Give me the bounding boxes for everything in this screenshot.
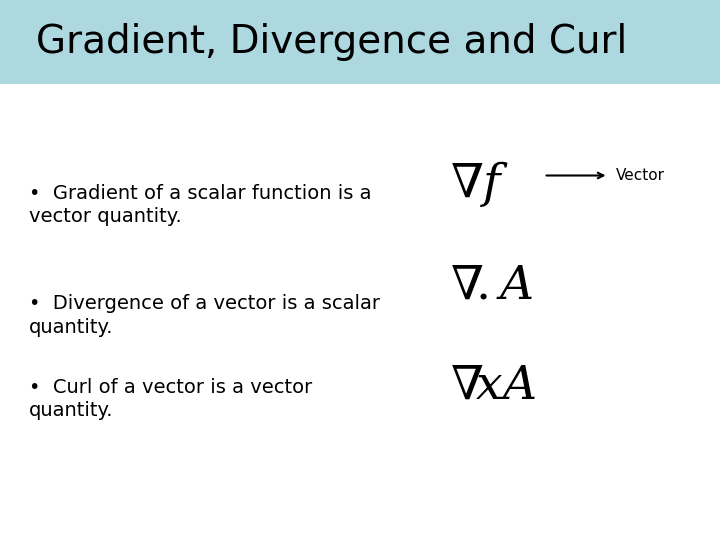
Text: •  Curl of a vector is a vector
quantity.: • Curl of a vector is a vector quantity. <box>29 378 312 421</box>
Text: •  Divergence of a vector is a scalar
quantity.: • Divergence of a vector is a scalar qua… <box>29 294 380 337</box>
Text: Gradient, Divergence and Curl: Gradient, Divergence and Curl <box>36 23 627 61</box>
Text: $\nabla f$: $\nabla f$ <box>450 159 510 208</box>
Text: •  Gradient of a scalar function is a
vector quantity.: • Gradient of a scalar function is a vec… <box>29 184 372 226</box>
Text: Vector: Vector <box>616 168 665 183</box>
Text: $\nabla\!.A$: $\nabla\!.A$ <box>450 264 534 309</box>
Text: $\nabla\!xA$: $\nabla\!xA$ <box>450 363 536 409</box>
FancyBboxPatch shape <box>0 0 720 84</box>
